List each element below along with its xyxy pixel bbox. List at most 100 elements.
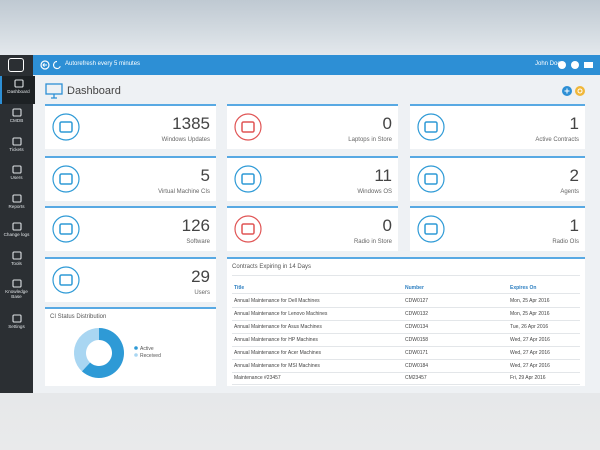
table-cell: Wed, 27 Apr 2016 bbox=[510, 349, 550, 356]
card-value: 0 bbox=[382, 114, 392, 133]
card-value: 2 bbox=[569, 166, 579, 185]
card-value: 1385 bbox=[172, 114, 210, 133]
icon-shape bbox=[11, 251, 22, 260]
icon-shape bbox=[11, 165, 22, 174]
divider bbox=[232, 319, 580, 321]
nav-icon bbox=[11, 279, 22, 288]
table-cell: Wed, 27 Apr 2016 bbox=[510, 336, 550, 343]
table-cell: CDW0171 bbox=[405, 349, 429, 356]
icon-shape bbox=[11, 194, 22, 203]
icon-circle bbox=[234, 215, 262, 243]
nav-icon bbox=[11, 314, 22, 323]
nav-icon bbox=[11, 165, 22, 174]
divider bbox=[232, 345, 580, 347]
table-cell: CDW0134 bbox=[405, 323, 429, 330]
icon-glyph bbox=[424, 173, 438, 185]
stat-card[interactable]: 2 Agents bbox=[410, 156, 585, 201]
nav-item[interactable]: Reports bbox=[0, 191, 33, 219]
card-label: Laptops in Store bbox=[348, 137, 392, 143]
column-header: Expires On bbox=[510, 285, 537, 291]
card-label: Windows Updates bbox=[161, 137, 210, 143]
nav-label: Dashboard bbox=[7, 89, 30, 94]
icon-glyph bbox=[241, 121, 255, 133]
nav-item[interactable]: CMDB bbox=[0, 105, 33, 133]
nav-item[interactable]: Change logs bbox=[0, 219, 33, 247]
icon-glyph bbox=[59, 223, 73, 235]
table-cell: Mon, 25 Apr 2016 bbox=[510, 298, 550, 304]
table-cell: Maintenance #23457 bbox=[234, 375, 281, 382]
stat-card[interactable]: 1 Radio OIs bbox=[410, 206, 585, 251]
card-icon bbox=[52, 215, 80, 243]
nav-item[interactable]: Dashboard bbox=[0, 76, 35, 104]
divider bbox=[232, 307, 580, 308]
column-header: Number bbox=[405, 285, 424, 291]
nav-item[interactable]: Settings bbox=[0, 311, 33, 339]
card-label: Radio in Store bbox=[353, 239, 392, 245]
card-label: Radio OIs bbox=[552, 239, 579, 245]
autorefresh[interactable]: Autorefresh every 5 minutes bbox=[65, 61, 141, 67]
nav-item[interactable]: Users bbox=[0, 162, 33, 190]
card-icon bbox=[417, 113, 445, 141]
dashboard-icon bbox=[45, 83, 63, 99]
icon-glyph bbox=[424, 223, 438, 235]
nav-item[interactable]: Tools bbox=[0, 248, 33, 276]
nav-icon bbox=[11, 194, 22, 203]
user-name[interactable]: John Doe bbox=[535, 61, 561, 67]
card-icon bbox=[417, 215, 445, 243]
stat-card[interactable]: 5 Virtual Machine CIs bbox=[45, 156, 216, 201]
icon-circle bbox=[417, 165, 445, 193]
stat-card[interactable]: 0 Laptops in Store bbox=[227, 104, 398, 149]
stat-card[interactable]: 1385 Windows Updates bbox=[45, 104, 216, 149]
nav-icon bbox=[11, 222, 22, 231]
table-cell: CDW0158 bbox=[405, 336, 429, 343]
icon-glyph bbox=[59, 121, 73, 133]
card-value: 0 bbox=[382, 216, 392, 235]
icon-circle bbox=[52, 113, 80, 141]
nav-item[interactable]: Knowledge Base bbox=[0, 276, 33, 304]
panel-title: Contracts Expiring in 14 Days bbox=[232, 264, 312, 270]
stat-card[interactable]: 126 Software bbox=[45, 206, 216, 251]
stat-card[interactable]: 0 Radio in Store bbox=[227, 206, 398, 251]
card-value: 126 bbox=[181, 216, 210, 235]
icon-circle bbox=[417, 113, 445, 141]
table-cell: CM23457 bbox=[405, 375, 427, 382]
nav-label: Tools bbox=[11, 261, 22, 266]
header-actions[interactable] bbox=[561, 85, 587, 97]
nav-label: Reports bbox=[8, 204, 25, 209]
legend-label: Received bbox=[140, 353, 161, 359]
table-cell: Annual Maintenance for Asus Machines bbox=[234, 323, 322, 330]
card-label: Windows OS bbox=[357, 189, 392, 195]
icon-circle bbox=[417, 215, 445, 243]
divider bbox=[232, 332, 580, 334]
card-icon bbox=[52, 113, 80, 141]
contracts-panel: Contracts Expiring in 14 Days Title Numbe… bbox=[227, 257, 585, 386]
icon-circle bbox=[52, 165, 80, 193]
nav-label: Tickets bbox=[9, 147, 24, 152]
stat-card[interactable]: 11 Windows OS bbox=[227, 156, 398, 201]
nav-label: Change logs bbox=[3, 232, 30, 237]
table-cell: Annual Maintenance for MSI Machines bbox=[234, 362, 320, 369]
nav-icons[interactable] bbox=[40, 60, 62, 70]
divider bbox=[232, 384, 580, 386]
table-cell: Wed, 27 Apr 2016 bbox=[510, 362, 550, 369]
table-cell: Fri, 29 Apr 2016 bbox=[510, 375, 546, 382]
nav-item[interactable]: Tickets bbox=[0, 134, 33, 162]
card-value: 1 bbox=[569, 114, 579, 133]
top-icons[interactable] bbox=[557, 60, 597, 70]
icon-shape bbox=[11, 314, 22, 323]
table-cell: Annual Maintenance for Dell Machines bbox=[234, 298, 320, 304]
stat-card[interactable]: 29 Users bbox=[45, 257, 216, 302]
stat-card[interactable]: 1 Active Contracts bbox=[410, 104, 585, 149]
card-value: 29 bbox=[191, 267, 210, 286]
app-window: Dashboard CMDB Tickets Users Reports Change l… bbox=[0, 55, 600, 393]
card-value: 11 bbox=[374, 166, 392, 185]
icon-glyph bbox=[59, 173, 73, 185]
icon-shape bbox=[11, 279, 22, 288]
nav-label: Settings bbox=[8, 324, 25, 329]
nav-label: CMDB bbox=[9, 118, 24, 123]
icon-circle bbox=[52, 266, 80, 294]
table-cell: CDW0184 bbox=[405, 362, 429, 369]
icon-shape bbox=[11, 108, 22, 117]
donut-slice bbox=[81, 328, 124, 378]
table-cell: Annual Maintenance for Lenovo Machines bbox=[234, 310, 328, 317]
